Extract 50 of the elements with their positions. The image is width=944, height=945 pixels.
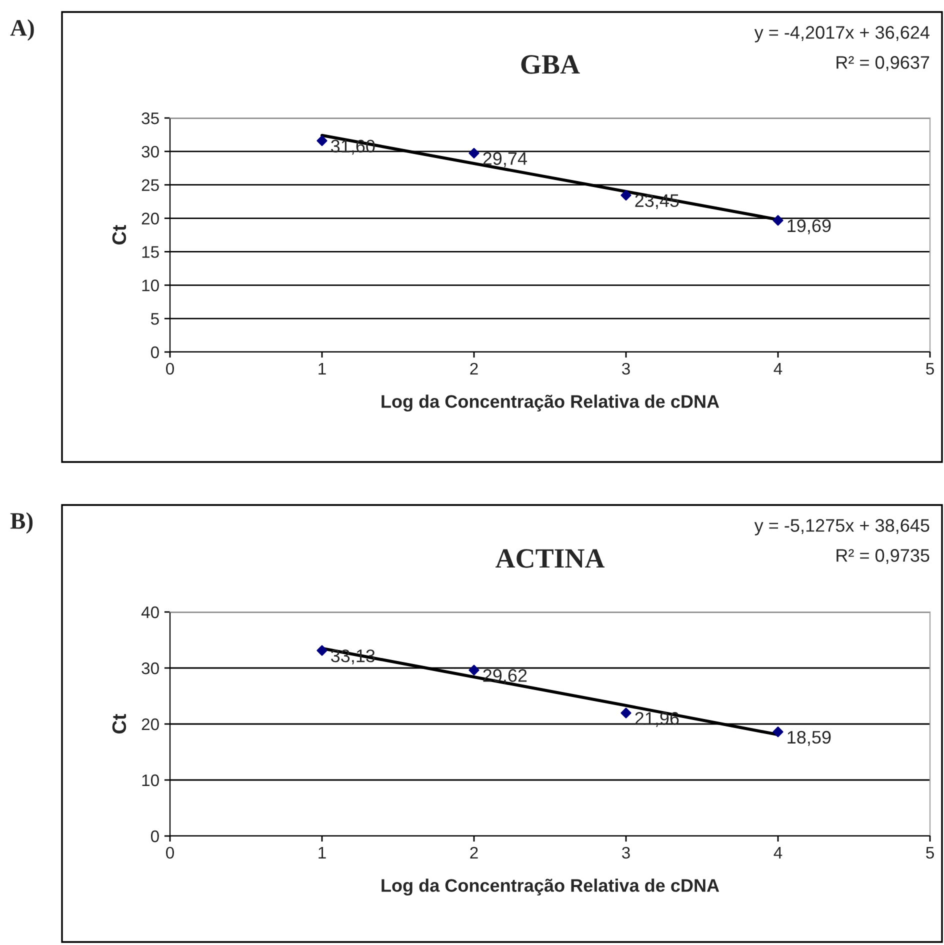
y-tick-label: 40 <box>141 606 159 618</box>
chart-title: ACTINA <box>495 549 605 568</box>
y-axis-title: Ct <box>112 714 126 734</box>
text: y = -4,2017x + 36,624 <box>754 26 930 42</box>
x-axis-title: Log da Concentração Relativa de cDNA <box>382 394 720 412</box>
point <box>316 645 328 656</box>
x-tick-label: 1 <box>318 363 326 374</box>
y-tick-label: 30 <box>142 146 159 158</box>
y-tick-label: 5 <box>150 313 159 325</box>
point <box>316 135 328 146</box>
x-tick-label: 4 <box>774 363 782 374</box>
y-tick-label: 25 <box>142 179 159 192</box>
y-tick-label: 0 <box>150 346 159 358</box>
text: y = -5,1275x + 38,645 <box>754 519 930 536</box>
x-tick-label: 3 <box>622 362 630 375</box>
x-tick-label: 4 <box>774 847 782 858</box>
x-tick-label: 5 <box>926 363 934 375</box>
chart-title: GBA <box>521 55 580 74</box>
point <box>620 708 632 718</box>
point <box>772 726 784 738</box>
point <box>468 148 480 158</box>
data-label: 29,62 <box>483 669 527 684</box>
y-tick-label: 0 <box>150 830 159 842</box>
text: R² = 0,9637 <box>836 56 930 71</box>
x-tick-label: 2 <box>470 846 478 858</box>
data-label: 29,74 <box>483 152 527 168</box>
x-axis-title: Log da Concentração Relativa de cDNA <box>382 878 720 896</box>
point <box>772 215 784 226</box>
y-tick-label: 10 <box>142 280 159 292</box>
y-tick-label: 35 <box>142 112 159 124</box>
data-label: 19,69 <box>788 219 831 234</box>
x-tick-label: 0 <box>166 362 174 375</box>
x-tick-label: 2 <box>470 362 478 374</box>
x-tick-label: 1 <box>318 847 326 858</box>
y-tick-label: 20 <box>142 212 159 224</box>
x-tick-label: 5 <box>926 847 934 859</box>
y-tick-label: 30 <box>142 662 159 674</box>
data-label: 18,59 <box>788 730 831 746</box>
y-tick-label: 10 <box>142 774 159 786</box>
data-label: 23,45 <box>635 194 679 210</box>
text: A) <box>10 19 34 41</box>
y-tick-label: 15 <box>142 246 159 258</box>
text: R² = 0,9735 <box>836 549 930 564</box>
x-tick-label: 0 <box>166 846 174 859</box>
text: B) <box>10 512 33 534</box>
point <box>620 190 632 201</box>
y-axis-title: Ct <box>112 224 126 244</box>
point <box>468 664 480 676</box>
x-tick-label: 3 <box>622 846 630 859</box>
y-tick-label: 20 <box>142 718 159 730</box>
